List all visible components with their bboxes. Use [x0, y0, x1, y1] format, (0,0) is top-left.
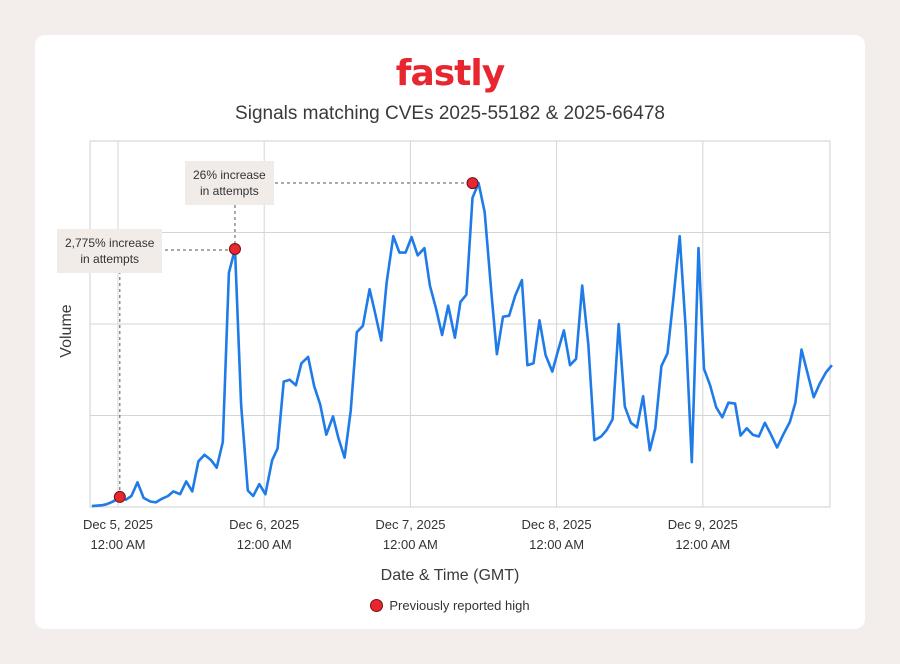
highlight-marker	[466, 177, 479, 190]
highlight-marker	[113, 490, 126, 503]
annotation-26-percent: 26% increase in attempts	[185, 161, 274, 205]
highlight-marker	[228, 242, 241, 255]
x-tick-dec6: Dec 6, 2025 12:00 AM	[229, 517, 300, 552]
chart-title: Signals matching CVEs 2025-55182 & 2025-…	[235, 103, 665, 124]
x-tick-dec7: Dec 7, 2025 12:00 AM	[375, 517, 446, 552]
annotation-2775-percent: 2,775% increase in attempts	[57, 229, 163, 273]
legend-marker	[370, 599, 384, 612]
legend-label: Previously reported high	[389, 598, 530, 613]
x-axis-label: Date & Time (GMT)	[380, 567, 520, 584]
x-tick-dec9: Dec 9, 2025 12:00 AM	[667, 517, 738, 552]
x-tick-dec8: Dec 8, 2025 12:00 AM	[521, 517, 592, 552]
x-tick-dec5: Dec 5, 2025 12:00 AM	[82, 517, 154, 552]
fastly-logo: fastly	[395, 53, 505, 94]
legend: Previously reported high	[35, 598, 865, 613]
chart-card: fastly Signals matching CVEs 2025-55182 …	[35, 35, 865, 629]
leader-line-26-horizontal	[165, 248, 236, 251]
series-line	[91, 181, 833, 508]
y-axis-label: Volume	[58, 304, 75, 358]
